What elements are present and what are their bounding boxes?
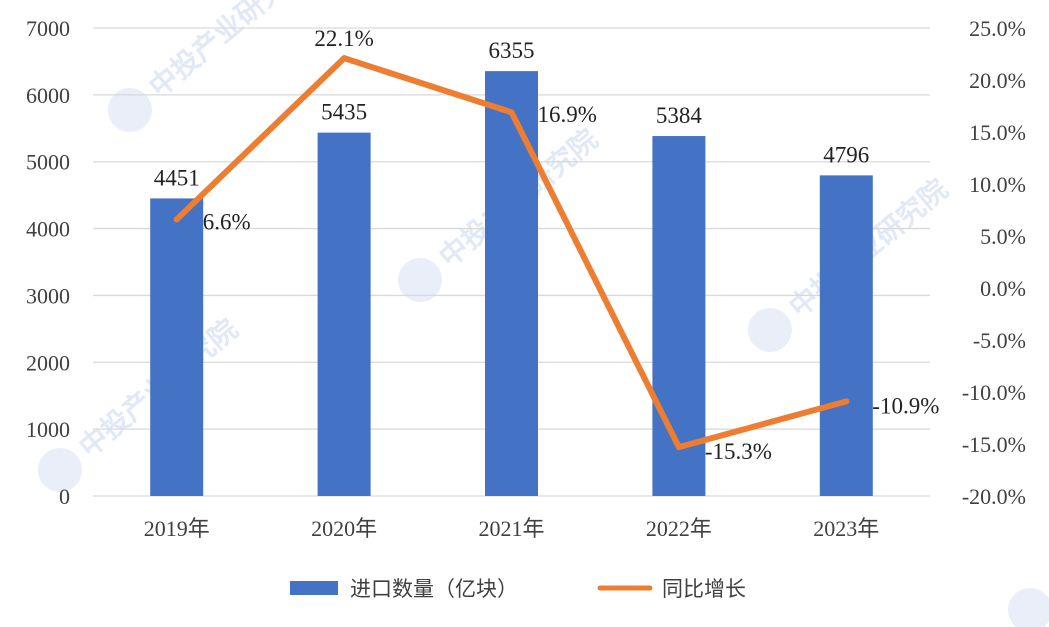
y-right-tick-label: 15.0% bbox=[969, 120, 1026, 145]
line-value-label: 6.6% bbox=[203, 209, 251, 234]
data-labels: 4451 5435 6355 5384 4796 6.6% 22.1% 16.9% -15.3%… bbox=[154, 26, 940, 464]
watermark-stamp: 中投产业研究院 bbox=[108, 0, 314, 132]
bar-value-label: 4451 bbox=[154, 165, 200, 190]
bar-value-label: 5384 bbox=[656, 103, 703, 128]
y-left-tick-label: 6000 bbox=[26, 83, 70, 108]
watermark-logo-icon bbox=[1008, 588, 1049, 627]
bar bbox=[652, 136, 706, 496]
watermark-text: 中投产业研究院 bbox=[143, 0, 314, 104]
legend: 进口数量（亿块） 同比增长 bbox=[290, 577, 746, 601]
y-right-tick-label: -10.0% bbox=[962, 380, 1026, 405]
watermark-logo-icon bbox=[108, 88, 152, 132]
y-right-tick-label: 0.0% bbox=[980, 276, 1026, 301]
line-point bbox=[341, 55, 348, 62]
y-axis-left: 0 1000 2000 3000 4000 5000 6000 7000 bbox=[26, 16, 70, 509]
line-point bbox=[508, 109, 515, 116]
watermark-logo-icon bbox=[398, 258, 442, 302]
line-value-label: -10.9% bbox=[872, 393, 939, 418]
x-tick-label: 2020年 bbox=[311, 516, 377, 541]
y-right-tick-label: -20.0% bbox=[962, 484, 1026, 509]
y-left-tick-label: 4000 bbox=[26, 217, 70, 242]
bar-series bbox=[150, 71, 873, 497]
watermark-logo-icon bbox=[748, 308, 792, 352]
line-point bbox=[843, 398, 850, 405]
line-value-label: -15.3% bbox=[705, 439, 772, 464]
y-right-tick-label: 10.0% bbox=[969, 172, 1026, 197]
x-tick-label: 2023年 bbox=[813, 516, 879, 541]
y-left-tick-label: 2000 bbox=[26, 350, 70, 375]
y-left-tick-label: 7000 bbox=[26, 16, 70, 41]
y-left-tick-label: 1000 bbox=[26, 417, 70, 442]
x-axis: 2019年 2020年 2021年 2022年 2023年 bbox=[144, 516, 880, 541]
y-right-tick-label: -5.0% bbox=[973, 328, 1026, 353]
line-value-label: 22.1% bbox=[314, 26, 373, 51]
y-right-tick-label: 25.0% bbox=[969, 16, 1026, 41]
line-value-label: 16.9% bbox=[538, 102, 597, 127]
bar-value-label: 6355 bbox=[489, 38, 535, 63]
line-series bbox=[173, 55, 850, 451]
legend-bar-swatch bbox=[290, 581, 338, 595]
bar bbox=[485, 71, 538, 496]
y-left-tick-label: 5000 bbox=[26, 150, 70, 175]
bar bbox=[317, 132, 371, 497]
legend-line-label: 同比增长 bbox=[662, 577, 746, 601]
x-tick-label: 2021年 bbox=[478, 516, 544, 541]
y-right-tick-label: 5.0% bbox=[980, 224, 1026, 249]
y-axis-right: -20.0% -15.0% -10.0% -5.0% 0.0% 5.0% 10.0% 15.0… bbox=[962, 16, 1026, 509]
x-tick-label: 2019年 bbox=[144, 516, 210, 541]
line-point bbox=[173, 216, 180, 223]
line-point bbox=[675, 444, 682, 451]
bar-value-label: 4796 bbox=[823, 142, 869, 167]
y-right-tick-label: -15.0% bbox=[962, 432, 1026, 457]
watermark-logo-icon bbox=[38, 448, 82, 492]
y-right-tick-label: 20.0% bbox=[969, 68, 1026, 93]
y-left-tick-label: 3000 bbox=[26, 283, 70, 308]
x-tick-label: 2022年 bbox=[646, 516, 712, 541]
bar bbox=[819, 175, 873, 496]
y-left-tick-label: 0 bbox=[59, 484, 70, 509]
legend-bar-label: 进口数量（亿块） bbox=[350, 577, 518, 601]
watermark-text: 中投产业研究院 bbox=[1043, 452, 1049, 603]
watermark-stamp: 中投产业研究院 bbox=[38, 312, 244, 492]
bar bbox=[150, 198, 204, 496]
watermark-stamp: 中投产业研究院 bbox=[1008, 452, 1049, 627]
bar-value-label: 5435 bbox=[321, 100, 367, 125]
